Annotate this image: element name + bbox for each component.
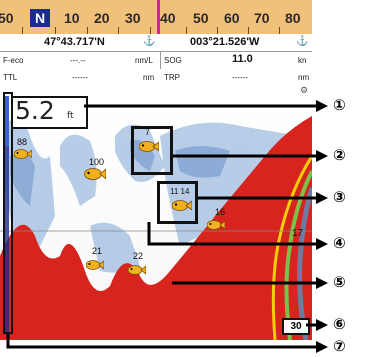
ttl-unit: nm xyxy=(143,73,155,82)
fish-depth-label: 22 xyxy=(133,251,144,261)
anchor-icon: ⚓ xyxy=(143,36,156,47)
callout-5: ⑤ xyxy=(333,273,346,291)
compass-label: 30 xyxy=(125,10,141,26)
trp-label: TRP xyxy=(164,73,180,82)
fish-icon xyxy=(171,198,193,216)
anchor-icon: ⚓ xyxy=(296,36,309,47)
depth-readout: 5.2 ft xyxy=(11,96,88,129)
sog-value: 11.0 xyxy=(232,53,253,65)
compass-label: 60 xyxy=(224,10,240,26)
compass-label: 40 xyxy=(160,10,176,26)
fish-depth-label: 88 xyxy=(17,137,28,147)
longitude-value: 003°21.526'W xyxy=(190,36,260,48)
north-indicator: N xyxy=(30,9,50,27)
sog-label: SOG xyxy=(164,56,182,65)
position-row: 47°43.717'N ⚓ 003°21.526'W ⚓ xyxy=(0,34,312,52)
fish-highlight-frame xyxy=(131,126,173,175)
compass-label: 70 xyxy=(254,10,270,26)
fish-highlight-frame xyxy=(157,181,198,224)
fish-depth-label: 7 xyxy=(145,127,151,137)
latitude-value: 47°43.717'N xyxy=(44,36,105,48)
compass-strip: N 50 10 20 30 40 50 60 70 80 xyxy=(0,0,312,34)
compass-label: 20 xyxy=(94,10,110,26)
compass-label: 80 xyxy=(285,10,301,26)
trp-unit: nm xyxy=(298,73,310,82)
compass-label: 10 xyxy=(64,10,80,26)
depth-unit: ft xyxy=(67,111,74,121)
trp-value: ------ xyxy=(232,73,248,82)
fish-depth-label: 21 xyxy=(92,246,103,256)
feco-unit: nm/L xyxy=(135,56,153,65)
callout-1: ① xyxy=(333,96,346,114)
compass-label: 50 xyxy=(193,10,209,26)
settings-icon: ⚙ xyxy=(300,85,309,95)
feco-value: ---.-- xyxy=(70,56,86,65)
callout-3: ③ xyxy=(333,188,346,206)
status-bar: ⚙ xyxy=(0,85,312,96)
fish-depth-label: 16 xyxy=(215,207,226,217)
fishfinder-screen: N 50 10 20 30 40 50 60 70 80 47°43.717'N… xyxy=(0,0,312,340)
ttl-value: ------ xyxy=(72,73,88,82)
callout-2: ② xyxy=(333,146,346,164)
ttl-label: TTL xyxy=(3,73,18,82)
depth-value: 5.2 xyxy=(15,96,55,125)
depth-scale-frame xyxy=(3,92,13,334)
compass-label: 50 xyxy=(0,10,14,26)
sog-unit: kn xyxy=(298,56,307,65)
scale-label: 17 xyxy=(292,228,304,239)
fish-depth-label: 11 14 xyxy=(170,187,190,196)
feco-label: F-eco xyxy=(3,56,24,65)
callout-7: ⑦ xyxy=(333,337,346,355)
heading-marker xyxy=(157,0,160,34)
fish-depth-label: 100 xyxy=(89,157,105,167)
callout-6: ⑥ xyxy=(333,315,346,333)
callout-4: ④ xyxy=(333,234,346,252)
